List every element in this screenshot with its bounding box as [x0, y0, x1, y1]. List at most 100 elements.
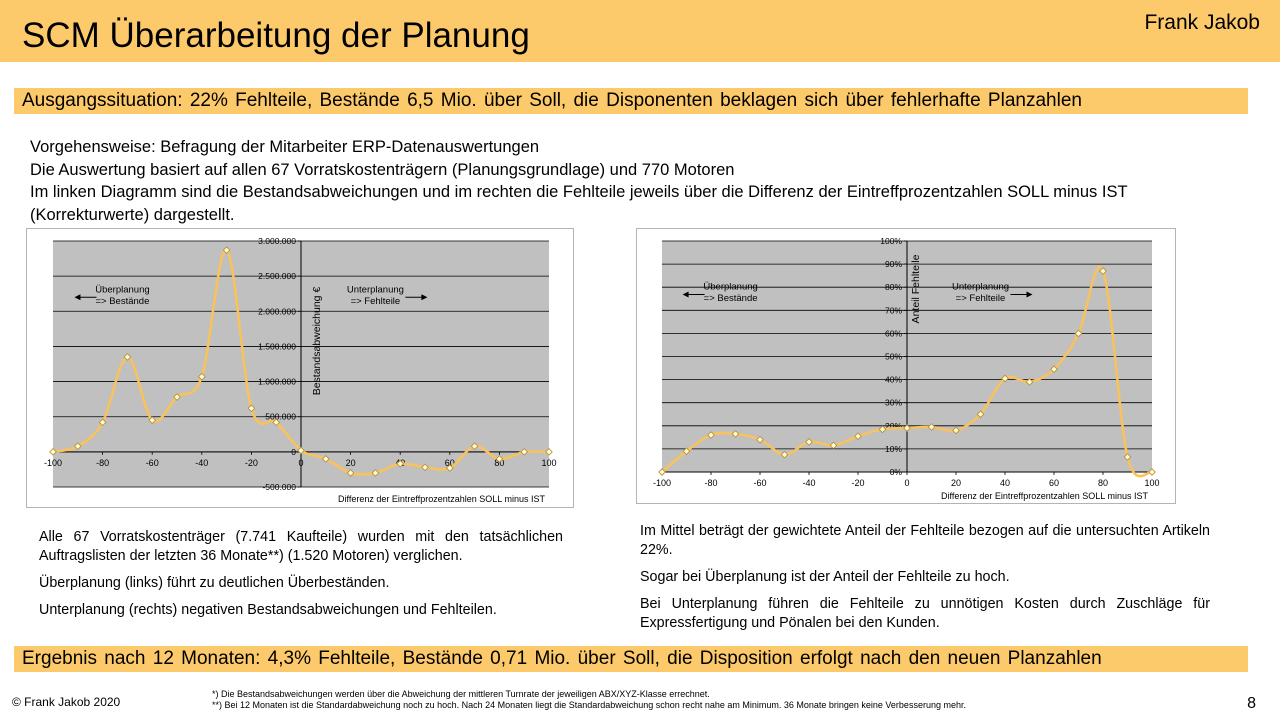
- y-tick-label: 80%: [885, 282, 902, 292]
- data-point: [371, 469, 380, 477]
- data-point: [470, 442, 479, 451]
- y-tick-label: 90%: [885, 259, 902, 269]
- x-tick-label: 80: [1098, 478, 1108, 488]
- data-point: [1074, 329, 1083, 338]
- data-point: [247, 404, 256, 413]
- x-tick-label: -80: [96, 458, 109, 468]
- data-point: [976, 410, 985, 419]
- inventory-deviation-chart: -500.000 0 500.000 1.000.000 1.500.000 2.000.…: [26, 228, 574, 508]
- data-point: [1148, 468, 1156, 476]
- x-tick-label: -60: [753, 478, 766, 488]
- x-axis-label: Differenz der Eintreffprozentzahlen SOLL…: [941, 491, 1148, 501]
- data-point: [495, 455, 504, 463]
- data-point: [952, 426, 960, 435]
- y-tick-label: 500.000: [265, 412, 296, 422]
- data-point: [854, 432, 862, 441]
- x-tick-label: 60: [445, 458, 455, 468]
- y-tick-label: 50%: [885, 352, 902, 362]
- x-tick-label: 100: [541, 458, 556, 468]
- x-axis-label: Differenz der Eintreffprozentzahlen SOLL…: [338, 494, 545, 504]
- x-tick-label: -80: [704, 478, 717, 488]
- copyright: © Frank Jakob 2020: [12, 695, 121, 709]
- y-tick-label: 1.500.000: [258, 341, 296, 351]
- data-point: [756, 435, 764, 444]
- annotation-line: => Bestände: [95, 296, 149, 307]
- data-point: [421, 463, 429, 472]
- y-tick-label: 60%: [885, 328, 902, 338]
- data-point: [545, 448, 553, 456]
- data-point: [98, 418, 107, 427]
- x-tick-label: -60: [146, 458, 159, 468]
- footnotes: *) Die Bestandsabweichungen werden über …: [212, 689, 966, 710]
- data-point: [148, 416, 157, 425]
- x-tick-label: 0: [904, 478, 909, 488]
- data-point: [878, 425, 887, 434]
- data-point: [321, 455, 330, 463]
- y-tick-label: -500.000: [262, 482, 296, 492]
- data-point: [780, 450, 789, 459]
- x-tick-label: 80: [494, 458, 504, 468]
- intro-text: Vorgehensweise: Befragung der Mitarbeite…: [30, 136, 1245, 226]
- note-paragraph: Überplanung (links) führt zu deutlichen …: [39, 575, 390, 591]
- x-tick-label: 0: [298, 458, 303, 468]
- y-tick-label: 1.000.000: [258, 377, 296, 387]
- data-point: [396, 459, 405, 468]
- data-point: [707, 431, 715, 439]
- y-tick-label: 2.000.000: [258, 306, 296, 316]
- intro-line: Die Auswertung basiert auf allen 67 Vorr…: [30, 160, 735, 179]
- y-tick-label: 3.000.000: [258, 236, 296, 246]
- y-tick-label: 2.500.000: [258, 271, 296, 281]
- author-name: Frank Jakob: [1144, 11, 1260, 34]
- annotation-line: => Bestände: [704, 293, 758, 304]
- data-point: [1123, 453, 1132, 461]
- x-tick-label: -20: [851, 478, 864, 488]
- x-tick-label: -100: [653, 478, 671, 488]
- data-point: [49, 448, 57, 456]
- x-tick-label: -40: [802, 478, 815, 488]
- x-tick-label: -100: [44, 458, 62, 468]
- y-axis-label: Bestandsabweichung €: [311, 287, 323, 396]
- arrow-head: [1026, 291, 1033, 298]
- data-point: [297, 446, 305, 455]
- intro-line: Im linken Diagramm sind die Bestandsabwe…: [30, 183, 1128, 224]
- data-point: [346, 469, 355, 477]
- annotation-line: => Fehlteile: [351, 296, 401, 307]
- y-tick-label: 10%: [885, 444, 902, 454]
- note-paragraph: Unterplanung (rechts) negativen Bestands…: [39, 602, 497, 618]
- footnote: *) Die Bestandsabweichungen werden über …: [212, 689, 710, 699]
- shortage-share-chart: 0% 10% 20% 30% 40% 50% 60% 70% 80% 90% 100% -100 -80…: [636, 228, 1176, 504]
- y-tick-label: 100%: [880, 236, 902, 246]
- shortage-share-chart-svg: 0%10%20%30%40%50%60%70%80%90%100%-100 -80…: [653, 236, 1160, 501]
- y-tick-label: 20%: [885, 421, 902, 431]
- result-banner: Ergebnis nach 12 Monaten: 4,3% Fehlteile…: [14, 646, 1248, 672]
- arrow-head: [682, 291, 689, 298]
- notes-right: Im Mittel beträgt der gewichtete Anteil …: [640, 522, 1210, 641]
- annotation-line: Unterplanung: [347, 284, 404, 295]
- data-point: [903, 424, 911, 432]
- data-point: [197, 372, 206, 381]
- data-point: [222, 246, 231, 254]
- data-point: [731, 430, 740, 438]
- series-line: [661, 266, 1153, 478]
- x-tick-label: 20: [951, 478, 961, 488]
- y-axis-label: Anteil Fehlteile: [910, 254, 922, 323]
- y-tick-label: 40%: [885, 375, 902, 385]
- x-tick-label: 100: [1144, 478, 1159, 488]
- data-point: [658, 468, 666, 476]
- data-point: [682, 447, 691, 456]
- data-point: [927, 423, 936, 431]
- note-paragraph: Bei Unterplanung führen die Fehlteile zu…: [640, 596, 1210, 631]
- data-point: [829, 441, 838, 450]
- annotation-line: Überplanung: [95, 284, 149, 295]
- arrow-head: [74, 294, 81, 301]
- data-point: [73, 442, 82, 451]
- data-point: [805, 438, 813, 446]
- annotation-line: Überplanung: [703, 282, 757, 293]
- page-number: 8: [1247, 695, 1256, 712]
- data-point: [445, 464, 454, 472]
- note-paragraph: Im Mittel beträgt der gewichtete Anteil …: [640, 523, 1210, 558]
- x-tick-label: 60: [1049, 478, 1059, 488]
- data-point: [520, 448, 529, 456]
- arrow-head: [421, 294, 428, 301]
- intro-line: Vorgehensweise: Befragung der Mitarbeite…: [30, 138, 540, 156]
